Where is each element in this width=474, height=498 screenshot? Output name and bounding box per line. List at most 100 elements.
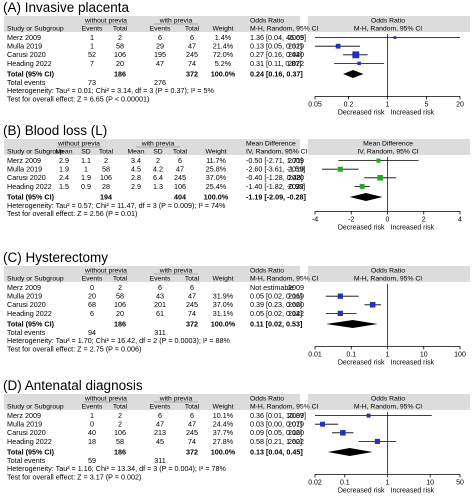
- study-weight: 31.1%: [213, 309, 234, 318]
- total-label: Total (95% CI): [7, 69, 55, 78]
- favours-right-label: Increased risk: [391, 359, 435, 366]
- study-year: 2022: [288, 59, 304, 68]
- summary-diamond: [325, 320, 378, 328]
- x-tick-label: 1: [386, 351, 390, 358]
- study-cell: 245: [186, 300, 198, 309]
- effect-header: Odds Ratio: [250, 18, 284, 25]
- study-cell: 1: [84, 165, 88, 174]
- total-cell: 372: [186, 69, 198, 78]
- study-year: 2019: [288, 292, 304, 301]
- study-ci: 0.27 [0.16, 0.44]: [250, 50, 302, 59]
- study-ci: 1.36 [0.04, 46.65]: [250, 33, 306, 42]
- study-cell: 20: [116, 59, 124, 68]
- study-year: 2009: [288, 283, 304, 292]
- study-name: Mulla 2019: [7, 420, 42, 429]
- study-cell: 0.9: [81, 182, 91, 191]
- study-name: Merz 2009: [7, 33, 41, 42]
- study-weight: 10.1%: [213, 411, 234, 420]
- group-header: with previa: [141, 141, 175, 148]
- point-estimate: [337, 166, 343, 172]
- favours-right-label: Increased risk: [391, 487, 435, 494]
- study-cell: 1.3: [153, 182, 163, 191]
- study-cell: 1.9: [81, 173, 91, 182]
- x-tick-label: 1: [386, 101, 390, 108]
- point-estimate: [376, 158, 381, 163]
- favours-right-label: Increased risk: [391, 224, 435, 231]
- study-cell: 2.9: [59, 156, 69, 165]
- point-estimate: [366, 413, 371, 418]
- study-cell: 2: [156, 156, 160, 165]
- header-band-right: [308, 16, 470, 32]
- favours-left-label: Decreased risk: [338, 224, 385, 231]
- study-cell: 3.4: [131, 156, 141, 165]
- total-cell: 186: [114, 447, 126, 456]
- study-year: 2009: [288, 156, 304, 165]
- study-cell: 2.8: [131, 173, 141, 182]
- point-estimate: [337, 310, 343, 317]
- study-cell: 47: [156, 59, 164, 68]
- overall-effect-text: Test for overall effect: Z = 2.75 (P = 0…: [7, 345, 141, 354]
- header-band-right: [308, 394, 470, 410]
- study-cell: 2: [118, 411, 122, 420]
- study-cell: 4.5: [131, 165, 141, 174]
- study-cell: 195: [154, 50, 166, 59]
- study-cell: 29: [156, 42, 164, 51]
- study-cell: 2: [118, 420, 122, 429]
- total-ci: 0.11 [0.02, 0.53]: [250, 319, 302, 328]
- study-weight: 21.4%: [213, 42, 234, 51]
- study-cell: 6: [190, 411, 194, 420]
- study-cell: 1.9: [59, 165, 69, 174]
- group-header: with previa: [159, 268, 193, 275]
- total-events-cell: 311: [154, 456, 165, 465]
- x-tick-label: 0.01: [308, 351, 322, 358]
- study-year: 2022: [288, 309, 304, 318]
- study-cell: 0: [90, 420, 94, 429]
- column-header: Study or Subgroup: [7, 276, 64, 283]
- column-header: Study or Subgroup: [7, 404, 64, 411]
- study-cell: 2.9: [131, 182, 141, 191]
- column-header: Study or Subgroup: [7, 149, 64, 156]
- study-year: 2009: [288, 411, 304, 420]
- header-band-left: [4, 16, 300, 32]
- study-year: 2020: [288, 428, 304, 437]
- x-tick-label: 2: [422, 216, 426, 223]
- study-cell: 245: [174, 173, 186, 182]
- total-ci: 0.13 [0.04, 0.45]: [250, 447, 303, 456]
- total-cell: 186: [114, 69, 126, 78]
- summary-diamond: [343, 70, 364, 78]
- summary-diamond: [349, 193, 383, 201]
- total-ci: 0.24 [0.16, 0.37]: [250, 69, 303, 78]
- column-header: Mean: [127, 149, 144, 156]
- total-weight: 100.0%: [204, 192, 229, 201]
- total-events-cell: 73: [88, 78, 96, 87]
- column-header: M-H, Random, 95% CI: [250, 404, 318, 411]
- column-header: Total: [185, 404, 200, 411]
- study-cell: 6: [158, 411, 162, 420]
- header-band-right: [308, 139, 470, 155]
- study-ci: -0.50 [-2.71, 1.71]: [246, 156, 303, 165]
- x-tick-label: -4: [312, 216, 318, 223]
- x-tick-label: 100: [454, 351, 466, 358]
- study-cell: 2: [104, 156, 108, 165]
- x-tick-label: 0.02: [308, 479, 322, 486]
- total-weight: 100.0%: [211, 447, 236, 456]
- total-events-cell: 59: [88, 456, 96, 465]
- total-events-cell: 94: [88, 328, 96, 337]
- effect-header: Mean Difference: [246, 141, 296, 148]
- study-year: 2020: [288, 300, 304, 309]
- point-estimate: [369, 302, 376, 308]
- study-weight: 25.4%: [206, 182, 227, 191]
- column-header: Events: [82, 276, 103, 283]
- study-cell: 1: [90, 33, 94, 42]
- x-tick-label: 50: [456, 479, 464, 486]
- column-header: Weight: [212, 404, 233, 411]
- study-name: Carusi 2020: [7, 428, 46, 437]
- x-tick-label: 0.2: [344, 101, 354, 108]
- study-weight: 5.2%: [215, 59, 232, 68]
- study-cell: 7: [90, 59, 94, 68]
- study-weight: 37.7%: [213, 428, 234, 437]
- x-tick-label: 1: [386, 479, 390, 486]
- study-name: Carusi 2020: [7, 173, 46, 182]
- x-tick-label: 0.1: [340, 479, 350, 486]
- study-cell: 0: [90, 283, 94, 292]
